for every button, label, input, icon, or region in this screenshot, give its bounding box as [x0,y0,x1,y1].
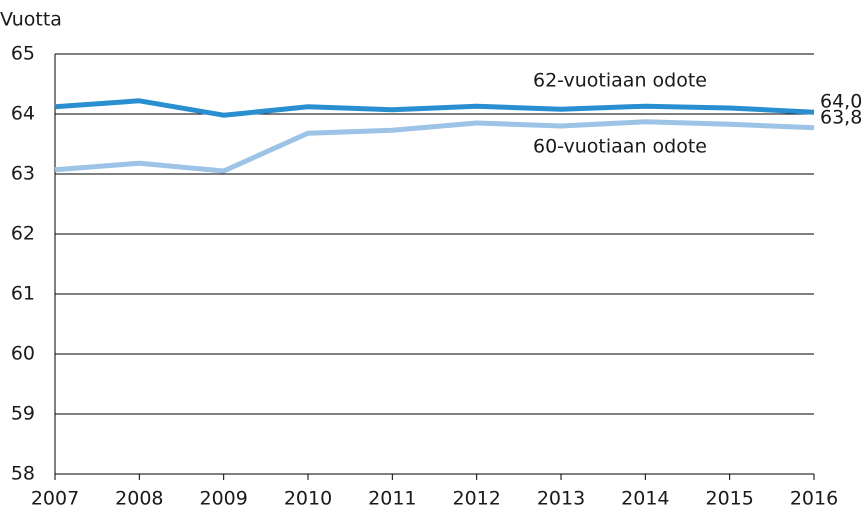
legend-label: 60-vuotiaan odote [533,136,707,158]
x-tick-label: 2014 [621,488,669,510]
value-label: 64,0 [820,91,862,113]
y-tick-label: 59 [11,403,35,425]
y-tick-label: 62 [11,223,35,245]
x-tick-label: 2008 [115,488,163,510]
y-tick-label: 58 [11,463,35,485]
y-tick-label: 65 [11,43,35,65]
x-tick-label: 2015 [705,488,753,510]
y-tick-label: 60 [11,343,35,365]
series-line [54,98,815,118]
y-tick-label: 61 [11,283,35,305]
x-tick-label: 2016 [790,488,838,510]
value-label: 63,8 [820,106,862,128]
x-tick-label: 2010 [284,488,332,510]
x-tick-label: 2007 [31,488,79,510]
legend-label: 62-vuotiaan odote [533,70,707,92]
series-line [54,119,815,174]
x-tick-label: 2012 [452,488,500,510]
x-tick-label: 2013 [537,488,585,510]
y-tick-label: 63 [11,163,35,185]
y-axis-label: Vuotta [0,9,62,31]
y-tick-label: 64 [11,103,35,125]
x-tick-label: 2011 [368,488,416,510]
x-tick-label: 2009 [199,488,247,510]
